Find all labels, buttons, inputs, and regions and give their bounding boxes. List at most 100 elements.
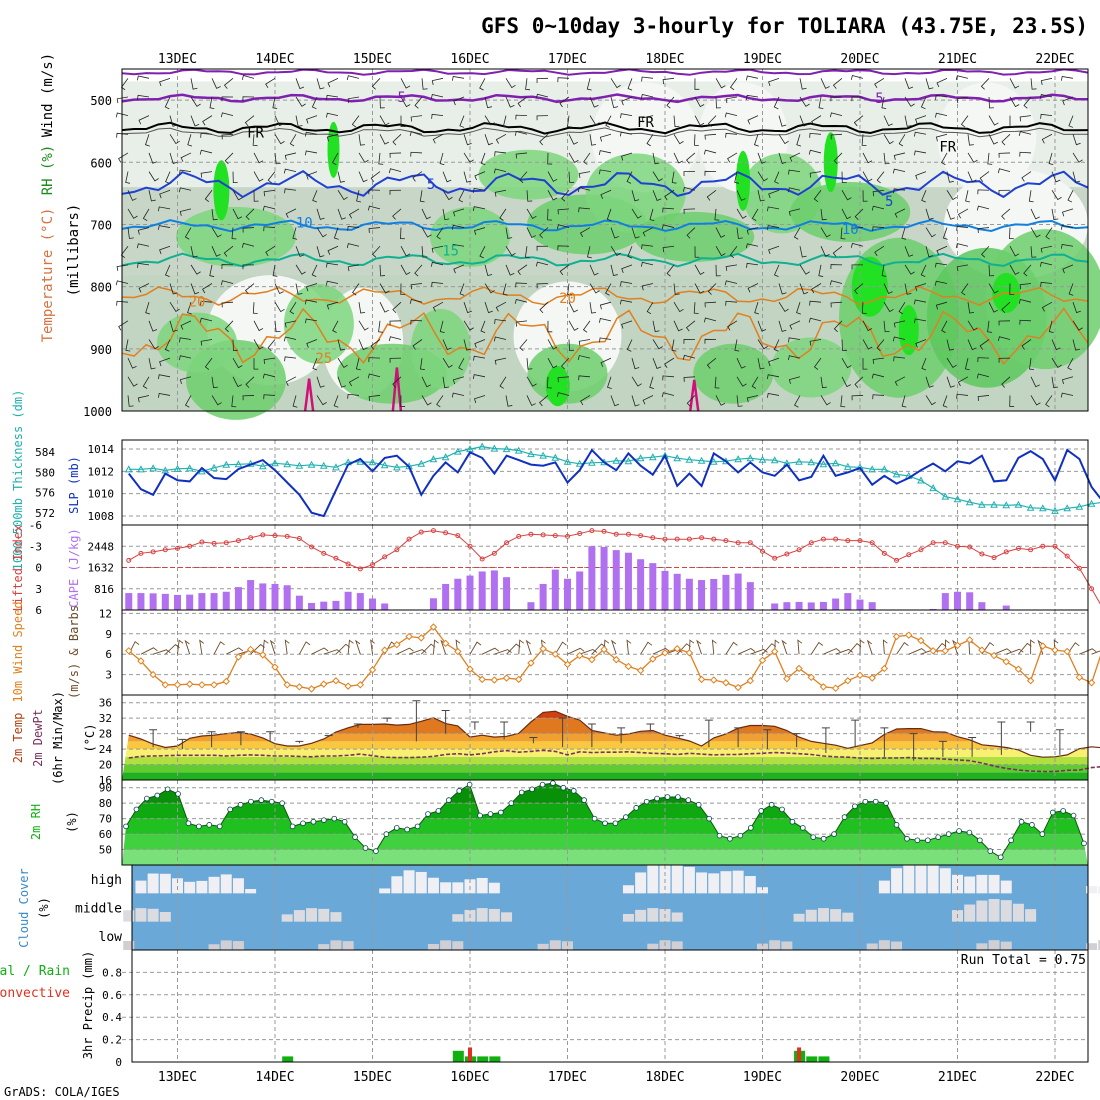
cape-bar [685,578,693,610]
wind-barb [577,355,591,360]
rh-point [164,786,171,793]
bottom-date-label: 18DEC [645,1070,684,1085]
wind-barb [1051,376,1059,389]
rh-point [956,828,962,834]
wind-barb [148,171,159,182]
wind-barb [568,152,579,163]
rh-moist-area [693,343,774,404]
wind-barb [169,283,178,295]
wind-speed-point [210,681,218,689]
rh-point [768,801,775,808]
wind-barb [830,133,843,140]
wind-speed-point [1014,665,1023,673]
wind-barb [409,298,423,304]
wind-barb [988,115,999,126]
surface-barb [711,639,717,655]
thickness-point [929,484,937,492]
precip-tick-label: 0.2 [102,1034,122,1047]
high-cloud-cell [1000,880,1012,894]
li-point [1028,547,1034,553]
cape-bar [174,594,181,610]
wind-barb [1072,339,1081,351]
wind-barb [244,115,255,127]
wind-speed-point [795,664,803,673]
wind-speed-point [673,645,681,653]
wind-barb [778,152,787,164]
wind-barb [707,115,717,127]
li-point [699,535,705,541]
wind-barb [431,281,444,287]
wind-barb [881,264,887,277]
wind-barb [388,168,402,174]
rh-point [310,818,317,825]
high-cloud-cell [939,868,951,894]
wind-barb [347,264,360,272]
li-point [394,547,400,553]
thickness-point [563,457,572,465]
wind-barb [472,374,486,379]
wind-barb [118,152,129,163]
surface-barb [866,639,873,655]
wind-barb [442,190,453,201]
low-cloud-cell [891,941,903,950]
thickness-point [185,464,194,472]
wind-barb [232,171,238,184]
cape-bar [941,593,949,610]
thickness-series [124,442,1100,514]
wind-barb [820,227,831,238]
li-point [187,543,193,549]
wind-barb [883,320,890,333]
contour-15 [121,252,1089,268]
wind-barb [158,225,171,230]
thickness-point [137,465,145,473]
high-cloud-cell [988,874,1000,894]
wind-barb [606,208,612,222]
wind-barb [1072,152,1083,163]
rh-point [695,801,702,808]
wind-barb [934,280,948,286]
wind-barb [274,115,284,127]
li-point [918,547,924,553]
cape-bar [832,598,840,610]
total-precip-bar [452,1050,464,1062]
wind-barb [799,264,810,275]
low-cloud-cell [440,940,452,950]
middle-cloud-cell [842,912,854,922]
wind-barb [956,226,969,231]
wind-speed-point [417,634,425,642]
wind-barb [946,190,957,201]
panel-axis-titles: RH (%)Temperature (°C)Wind (m/s)(milliba… [0,53,97,1059]
wind-barb [598,150,612,156]
wind-barb [850,242,864,248]
wind-barb [200,300,213,306]
middle-cloud-cell [793,913,805,922]
li-point [223,540,229,546]
li-point [881,550,887,556]
wind-barb [148,358,156,370]
rh-axis-title: RH (%) [40,145,56,196]
wind-barb [1040,245,1053,253]
wind-barb [547,208,553,221]
min-max-whisker [938,740,947,757]
surface-barb [525,639,532,655]
wind-barb [118,320,129,331]
wind-barb [536,77,549,84]
thickness-point [502,445,511,453]
cape-bar [844,593,852,610]
wind-barb [830,264,843,269]
li-tick-label: -6 [29,519,42,532]
wind-barb [841,208,852,220]
li-point [491,550,497,556]
wind-barb [242,395,255,401]
rh-point [706,815,712,822]
total-precip-bar [489,1056,501,1062]
wind-barb [421,395,432,406]
cape-bar [771,603,779,610]
wind-barb [1045,227,1053,240]
barbs-axis-title-part: (m/s) & Barbs [67,605,81,699]
wind-barb [526,227,536,238]
wind-barb [965,190,970,203]
surface-barb [152,649,171,655]
wind-barb [901,395,907,408]
